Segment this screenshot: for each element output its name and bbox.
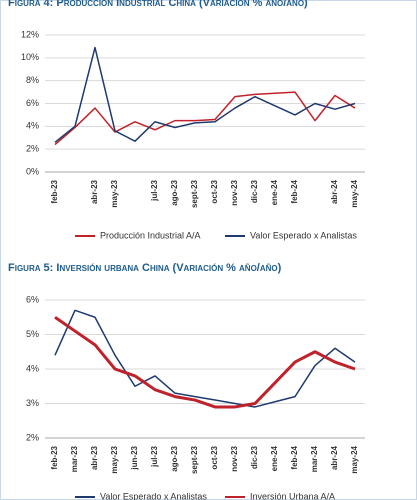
x-tick-label: sept-23: [190, 179, 199, 208]
series-line: [54, 46, 356, 143]
x-tick-label: abr-24: [330, 445, 339, 470]
x-tick-label: ene-24: [270, 179, 279, 205]
y-tick-label: 0%: [26, 166, 39, 176]
x-tick-label: may-24: [350, 179, 359, 207]
y-tick-label: 6%: [26, 98, 39, 108]
x-tick-label: feb-23: [50, 445, 59, 469]
x-tick-label: jul-23: [150, 179, 159, 201]
y-tick-label: 8%: [26, 75, 39, 85]
x-tick-label: ago-23: [170, 179, 179, 205]
series-line: [54, 316, 356, 409]
x-tick-label: sept-23: [190, 445, 199, 474]
legend-label: Valor Esperado x Analistas: [100, 491, 207, 500]
x-tick-label: may-23: [110, 445, 119, 473]
y-tick-label: 2%: [26, 144, 39, 154]
y-tick-label: 5%: [26, 329, 39, 339]
x-tick-label: feb-24: [290, 445, 299, 469]
legend-label: Inversión Urbana A/A: [250, 491, 335, 500]
y-tick-label: 10%: [21, 52, 39, 62]
chart-title: Figura 4: Producción Industrial China (V…: [8, 0, 308, 9]
legend-label: Producción Industrial A/A: [100, 230, 201, 240]
y-tick-label: 4%: [26, 363, 39, 373]
y-tick-label: 6%: [26, 294, 39, 304]
x-tick-label: oct-23: [210, 179, 219, 203]
series-line: [54, 91, 356, 146]
x-tick-label: nov-23: [230, 445, 239, 471]
x-tick-label: mar-24: [310, 445, 319, 472]
y-tick-label: 4%: [26, 121, 39, 131]
x-tick-label: feb-24: [290, 179, 299, 203]
legend-label: Valor Esperado x Analistas: [250, 230, 357, 240]
x-tick-label: jun-23: [130, 445, 139, 470]
x-tick-label: ago-23: [170, 445, 179, 471]
x-tick-label: abr-23: [90, 179, 99, 204]
x-tick-label: may-23: [110, 179, 119, 207]
y-tick-label: 12%: [21, 29, 39, 39]
x-tick-label: nov-23: [230, 179, 239, 205]
x-tick-label: feb-23: [50, 179, 59, 203]
x-tick-label: abr-24: [330, 179, 339, 204]
x-tick-label: abr-23: [90, 445, 99, 470]
series-line: [54, 309, 356, 408]
x-tick-label: jul-23: [150, 445, 159, 467]
x-tick-label: mar-23: [70, 445, 79, 472]
x-tick-label: oct-23: [210, 445, 219, 469]
x-tick-label: dic-23: [250, 445, 259, 469]
x-tick-label: ene-24: [270, 445, 279, 471]
chart-title: Figura 5: Inversión urbana China (Variac…: [8, 262, 282, 274]
x-tick-label: dic-23: [250, 179, 259, 203]
y-tick-label: 2%: [26, 432, 39, 442]
y-tick-label: 3%: [26, 398, 39, 408]
x-tick-label: may-24: [350, 445, 359, 473]
